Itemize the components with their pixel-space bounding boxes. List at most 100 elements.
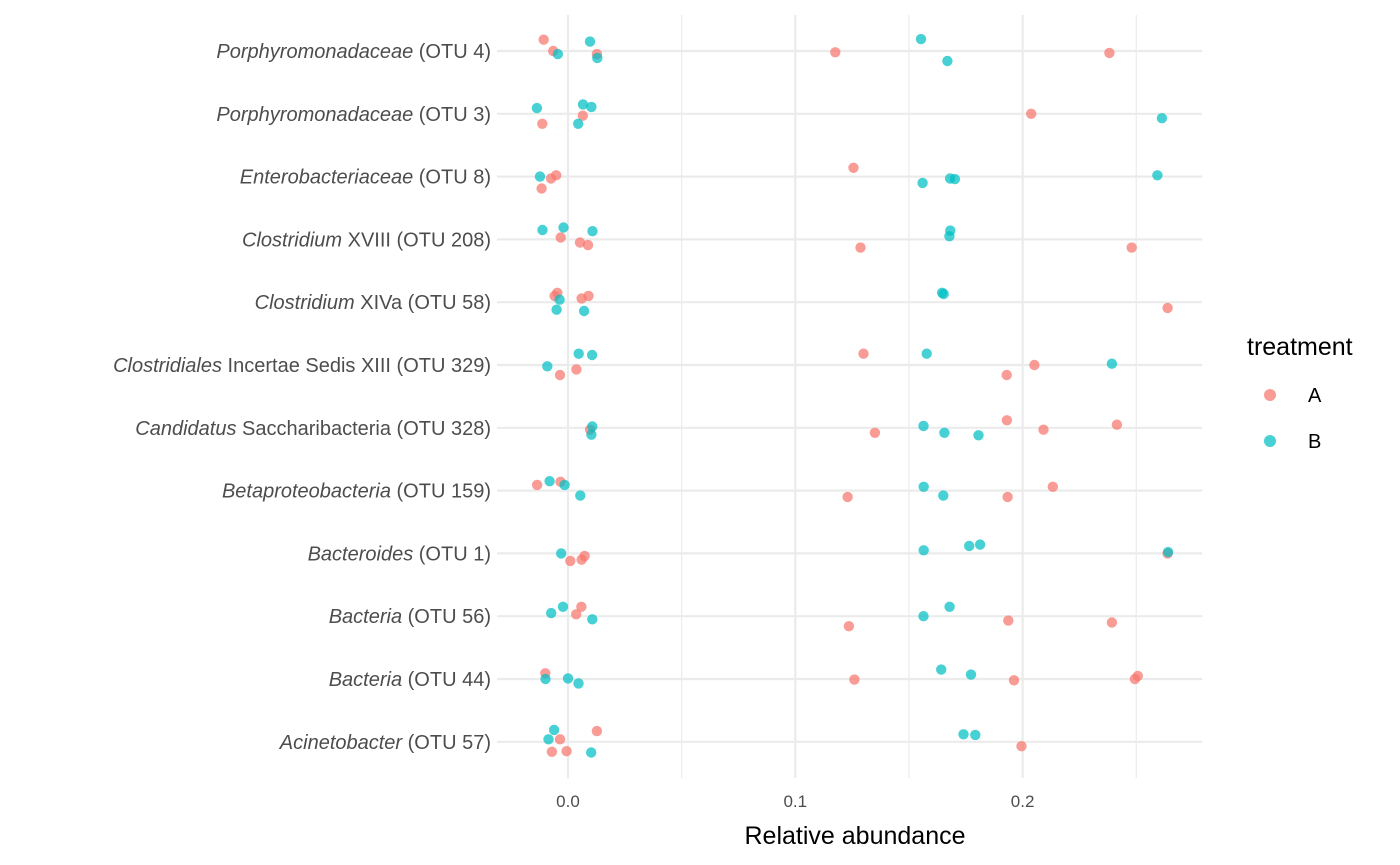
y-tick-label: Clostridiales Incertae Sedis XIII (OTU 3… — [113, 355, 491, 377]
point-B — [573, 118, 584, 129]
point-B — [531, 102, 543, 114]
y-tick-label-italic: Candidatus — [135, 418, 236, 440]
point-A — [1104, 47, 1115, 59]
point-A — [554, 369, 566, 381]
point-A — [555, 232, 566, 243]
legend-label-A: A — [1308, 385, 1322, 407]
point-A — [545, 173, 557, 184]
y-tick-label: Bacteroides (OTU 1) — [308, 543, 491, 565]
point-A — [1047, 481, 1059, 492]
point-A — [582, 239, 594, 251]
point-B — [1152, 170, 1163, 181]
point-A — [1026, 108, 1037, 120]
x-axis-title: Relative abundance — [745, 822, 966, 850]
y-tick-label-italic: Clostridiales — [113, 355, 222, 377]
point-A — [571, 364, 582, 375]
y-tick-label-rest: (OTU 57) — [402, 732, 491, 754]
point-B — [918, 420, 929, 432]
point-B — [556, 548, 567, 559]
y-tick-label: Betaproteobacteria (OTU 159) — [222, 481, 491, 503]
legend-key-B — [1264, 435, 1276, 447]
y-tick-label-italic: Bacteria — [329, 669, 402, 691]
point-A — [869, 427, 881, 438]
y-tick-label-italic: Clostridium — [255, 292, 355, 314]
point-A — [848, 162, 859, 173]
point-A — [571, 609, 582, 620]
x-tick-label: 0.0 — [556, 792, 580, 811]
point-A — [1162, 302, 1173, 314]
x-tick-label: 0.1 — [783, 792, 807, 811]
point-B — [551, 304, 562, 315]
point-A — [583, 290, 594, 302]
point-B — [942, 55, 953, 67]
point-B — [917, 177, 928, 189]
point-B — [548, 724, 560, 736]
legend-label-B: B — [1308, 431, 1321, 453]
x-axis-ticks: 0.0 0.1 0.2 — [556, 792, 1034, 811]
point-B — [542, 361, 553, 372]
point-A — [1016, 741, 1027, 752]
point-B — [544, 476, 555, 487]
y-tick-label-italic: Porphyromonadaceae — [216, 104, 413, 126]
point-B — [938, 288, 949, 300]
point-B — [584, 36, 596, 47]
point-B — [915, 33, 927, 45]
point-B — [559, 479, 570, 491]
y-tick-label-rest: (OTU 159) — [391, 481, 491, 503]
y-tick-label-rest: XIVa (OTU 58) — [355, 292, 491, 314]
legend-key-A — [1264, 389, 1276, 401]
y-tick-label-italic: Porphyromonadaceae — [216, 41, 413, 63]
point-A — [855, 242, 866, 253]
y-tick-label: Clostridium XVIII (OTU 208) — [242, 229, 491, 251]
y-tick-label-rest: (OTU 3) — [413, 104, 491, 126]
point-B — [587, 614, 598, 625]
point-B — [587, 226, 598, 237]
point-B — [918, 611, 929, 622]
point-A — [1038, 424, 1049, 435]
point-A — [537, 118, 548, 129]
point-B — [537, 224, 548, 236]
point-A — [546, 746, 558, 757]
legend-title: treatment — [1247, 333, 1353, 361]
y-axis-labels: Porphyromonadaceae (OTU 4)Porphyromonada… — [113, 41, 491, 754]
point-A — [1001, 369, 1012, 381]
point-A — [1003, 615, 1014, 626]
point-A — [1029, 359, 1040, 371]
point-A — [842, 491, 853, 503]
point-A — [1106, 617, 1118, 628]
y-tick-label-italic: Bacteroides — [308, 543, 414, 565]
point-B — [958, 729, 969, 740]
grid-minor — [681, 15, 1137, 778]
point-B — [540, 673, 551, 685]
point-B — [557, 601, 569, 612]
y-tick-label-rest: (OTU 8) — [413, 167, 491, 189]
point-A — [565, 555, 576, 567]
point-A — [531, 479, 543, 491]
point-A — [1126, 242, 1137, 253]
point-A — [577, 110, 588, 121]
point-A — [858, 348, 869, 359]
point-B — [944, 601, 955, 612]
point-B — [578, 305, 590, 317]
point-B — [586, 747, 597, 758]
point-B — [586, 429, 597, 440]
point-B — [573, 348, 584, 359]
point-B — [938, 490, 949, 501]
point-B — [974, 539, 986, 550]
x-tick-label: 0.2 — [1011, 792, 1035, 811]
point-A — [574, 237, 586, 248]
point-A — [579, 550, 590, 562]
point-B — [558, 222, 569, 233]
point-A — [1132, 670, 1144, 682]
point-B — [552, 48, 563, 60]
point-B — [575, 490, 586, 501]
point-A — [849, 674, 860, 685]
legend-items: AB — [1264, 385, 1322, 453]
legend[interactable]: treatment AB — [1247, 333, 1353, 453]
y-tick-label-italic: Clostridium — [242, 229, 342, 251]
point-B — [1162, 546, 1174, 558]
point-A — [1001, 415, 1013, 426]
point-B — [534, 171, 546, 182]
y-tick-label-italic: Betaproteobacteria — [222, 481, 391, 503]
